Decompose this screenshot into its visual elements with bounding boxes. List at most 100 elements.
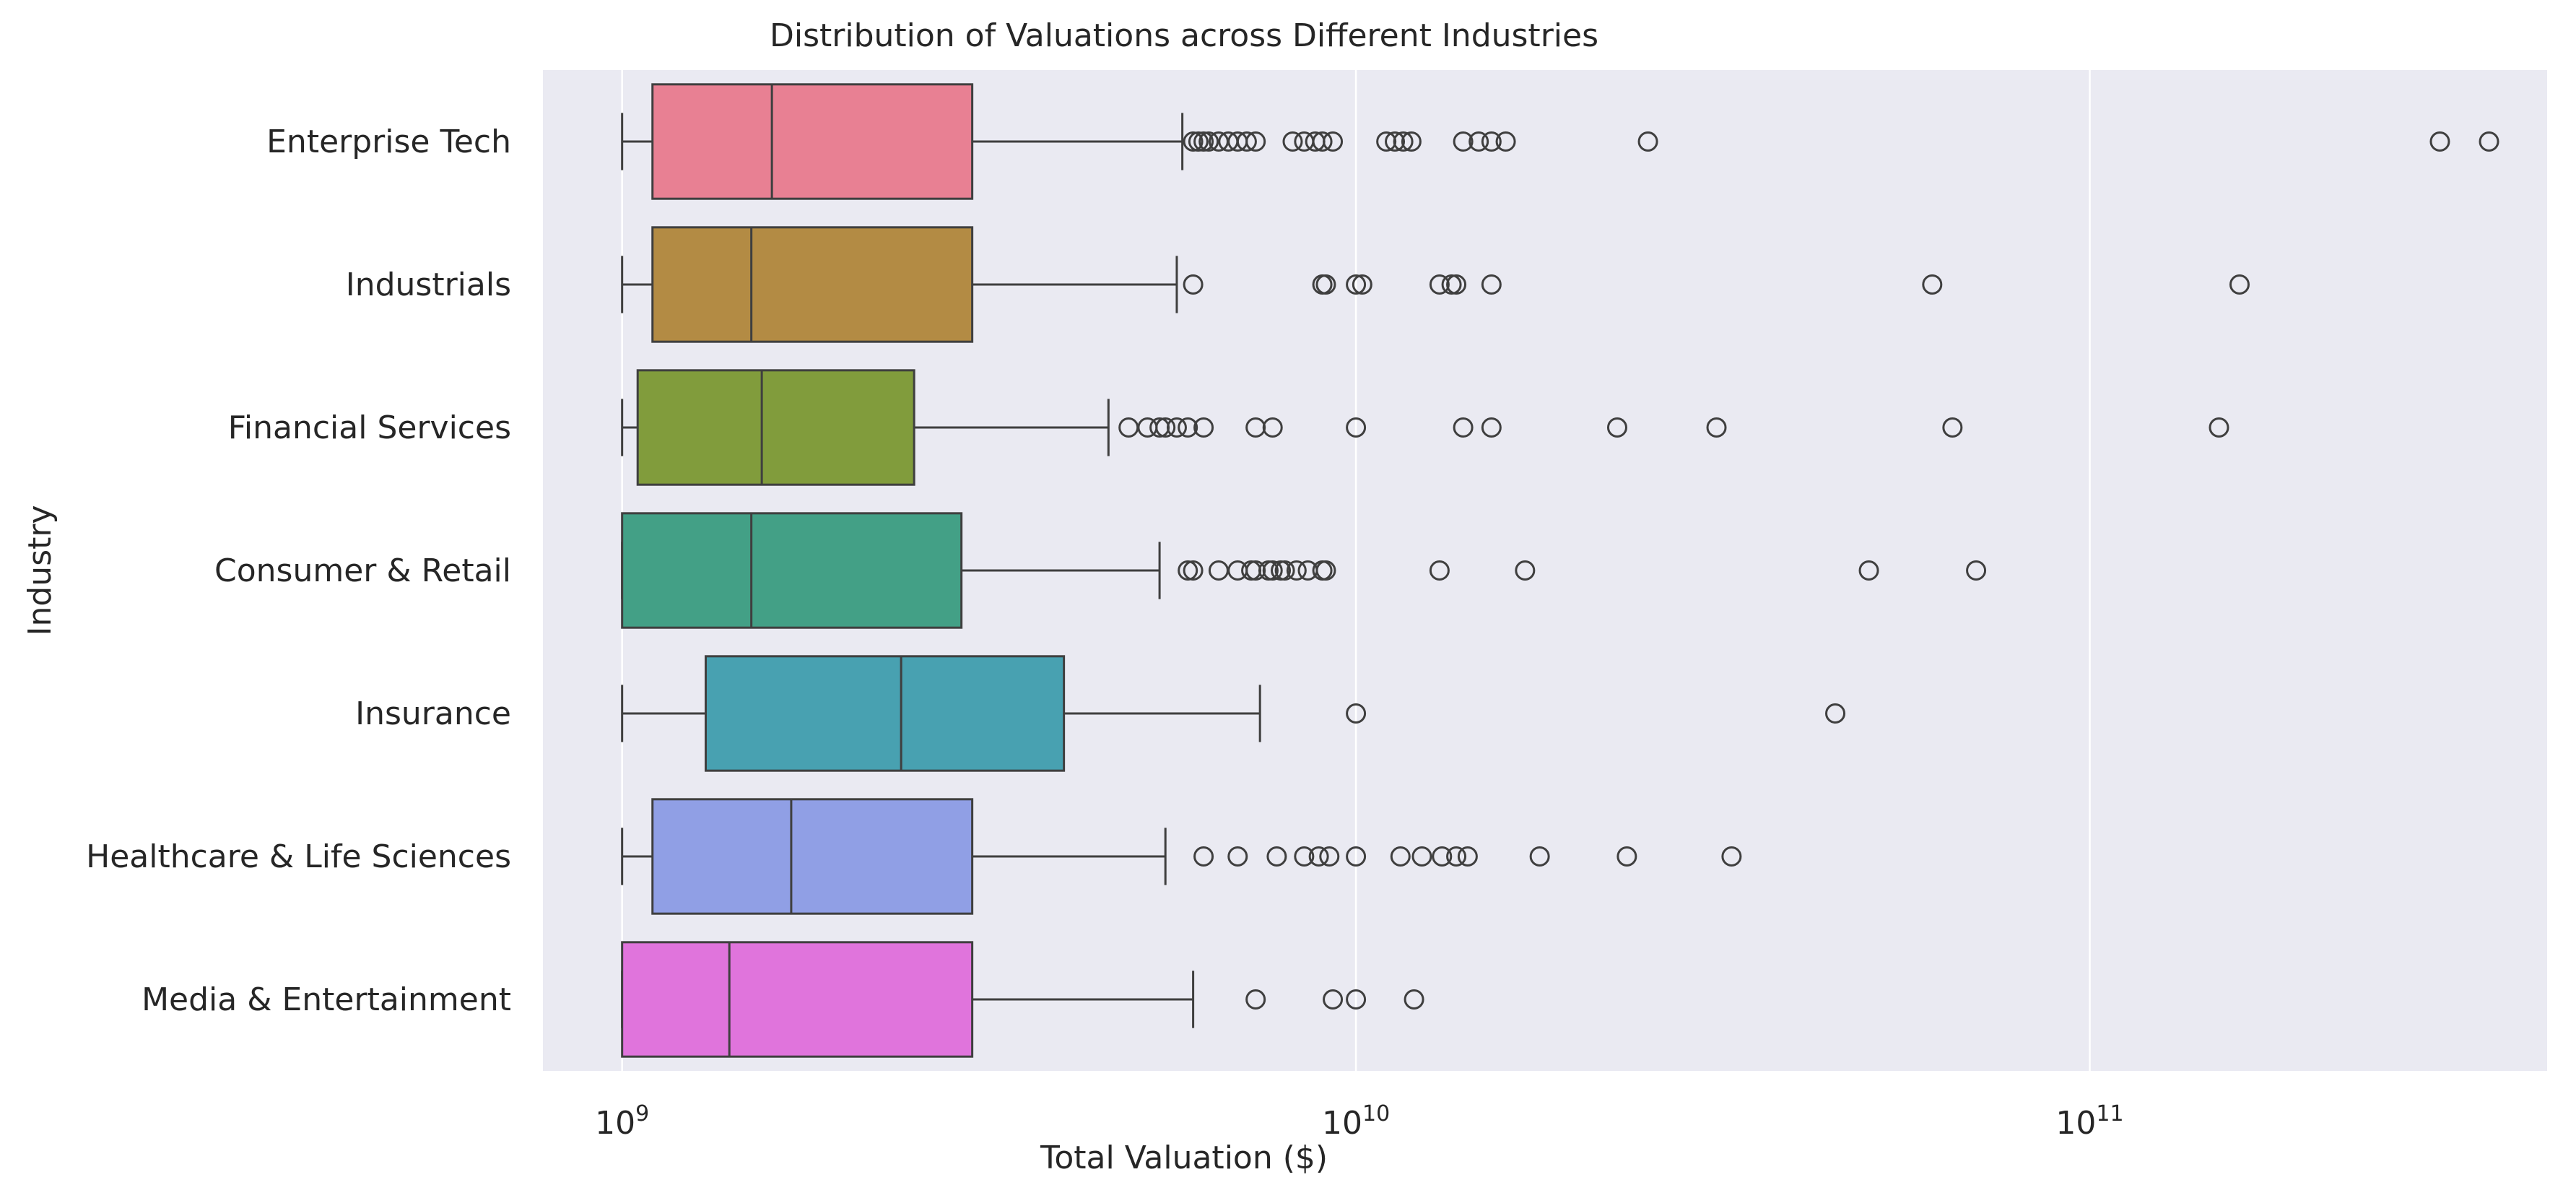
outlier-point	[1393, 131, 1414, 152]
outlier-point	[1193, 417, 1214, 438]
x-tick-label: 1011	[2055, 1101, 2123, 1142]
box-enterprise-tech	[621, 83, 2499, 200]
outlier-point	[1922, 274, 1943, 295]
outlier-point	[1262, 417, 1283, 438]
x-axis-label: Total Valuation ($)	[1040, 1140, 1328, 1176]
outlier-point	[1446, 846, 1467, 867]
outlier-point	[1286, 560, 1307, 581]
outlier-point	[1481, 274, 1502, 295]
outlier-point	[1274, 560, 1295, 581]
box-financial-services	[621, 369, 2229, 486]
outlier-point	[1245, 989, 1266, 1010]
outlier-point	[1411, 846, 1432, 867]
outlier-point	[1346, 274, 1367, 295]
outlier-point	[1858, 560, 1879, 581]
x-tick-exponent: 10	[1362, 1101, 1390, 1127]
outlier-point	[1227, 846, 1248, 867]
x-tick-base: 10	[595, 1105, 635, 1142]
y-tick-label: Industrials	[346, 266, 511, 303]
outlier-point	[1262, 560, 1283, 581]
outlier-point	[1294, 846, 1315, 867]
outlier-point	[1468, 131, 1489, 152]
outlier-point	[1529, 846, 1550, 867]
outlier-point	[2229, 274, 2250, 295]
iqr-box	[651, 226, 974, 343]
outlier-point	[2479, 131, 2499, 152]
outlier-point	[1183, 131, 1204, 152]
outlier-point	[1346, 417, 1367, 438]
outlier-point	[1515, 560, 1536, 581]
x-tick-label: 1010	[1322, 1101, 1390, 1142]
outlier-point	[1245, 131, 1266, 152]
outlier-point	[1390, 846, 1411, 867]
outlier-point	[1495, 131, 1516, 152]
box-healthcare-life-sciences	[621, 798, 1742, 915]
y-tick-label: Healthcare & Life Sciences	[86, 838, 511, 875]
outlier-point	[1346, 989, 1367, 1010]
outlier-point	[1481, 417, 1502, 438]
boxes	[621, 83, 2499, 1058]
outlier-point	[1188, 131, 1209, 152]
outlier-point	[1319, 846, 1340, 867]
outlier-point	[1429, 274, 1450, 295]
y-tick-label: Enterprise Tech	[266, 123, 511, 160]
outlier-point	[1346, 703, 1367, 724]
outlier-point	[1266, 846, 1287, 867]
y-tick-label: Consumer & Retail	[214, 552, 511, 589]
outlier-point	[1282, 131, 1303, 152]
chart-title: Distribution of Valuations across Differ…	[770, 17, 1598, 54]
x-tick-base: 10	[1322, 1105, 1362, 1142]
y-axis-label: Industry	[22, 505, 58, 636]
outlier-point	[1457, 846, 1478, 867]
iqr-box	[651, 83, 974, 200]
outlier-point	[1193, 846, 1214, 867]
outlier-point	[1198, 131, 1219, 152]
outlier-point	[1323, 131, 1344, 152]
outlier-point	[1453, 131, 1474, 152]
x-tick-exponent: 11	[2096, 1101, 2123, 1127]
iqr-box	[704, 655, 1066, 772]
x-tick-exponent: 9	[635, 1101, 649, 1127]
outlier-point	[1481, 131, 1502, 152]
outlier-point	[1376, 131, 1397, 152]
outlier-point	[1404, 989, 1424, 1010]
y-tick-labels: Enterprise Tech Industrials Financial Serv…	[86, 123, 511, 1018]
outlier-point	[1178, 560, 1198, 581]
outlier-point	[1401, 131, 1422, 152]
outlier-point	[1323, 989, 1344, 1010]
outlier-point	[1183, 560, 1204, 581]
box-industrials	[621, 226, 2250, 343]
x-tick-label: 109	[595, 1101, 649, 1142]
x-tick-labels: 109 1010 1011	[595, 1101, 2123, 1142]
iqr-box	[621, 941, 974, 1058]
outlier-point	[1616, 846, 1637, 867]
y-tick-label: Media & Entertainment	[142, 981, 511, 1018]
outlier-point	[1236, 131, 1257, 152]
outlier-point	[1178, 417, 1198, 438]
outlier-point	[1346, 846, 1367, 867]
outlier-point	[1942, 417, 1963, 438]
outlier-point	[1155, 417, 1176, 438]
outlier-point	[1193, 131, 1214, 152]
iqr-box	[621, 512, 963, 629]
x-tick-base: 10	[2055, 1105, 2096, 1142]
box-insurance	[621, 655, 1846, 772]
iqr-box	[636, 369, 915, 486]
outlier-point	[1315, 560, 1336, 581]
outlier-point	[2429, 131, 2450, 152]
box-consumer-retail	[621, 512, 1987, 629]
outlier-point	[1432, 846, 1453, 867]
outlier-point	[1183, 274, 1204, 295]
outlier-point	[2209, 417, 2229, 438]
outlier-point	[1446, 274, 1467, 295]
outlier-point	[1385, 131, 1406, 152]
outlier-point	[1706, 417, 1727, 438]
outlier-point	[1825, 703, 1846, 724]
outlier-point	[1166, 417, 1187, 438]
outlier-point	[1966, 560, 1987, 581]
box-media-entertainment	[621, 941, 1424, 1058]
outlier-point	[1453, 417, 1474, 438]
outlier-point	[1352, 274, 1372, 295]
outlier-point	[1308, 846, 1329, 867]
